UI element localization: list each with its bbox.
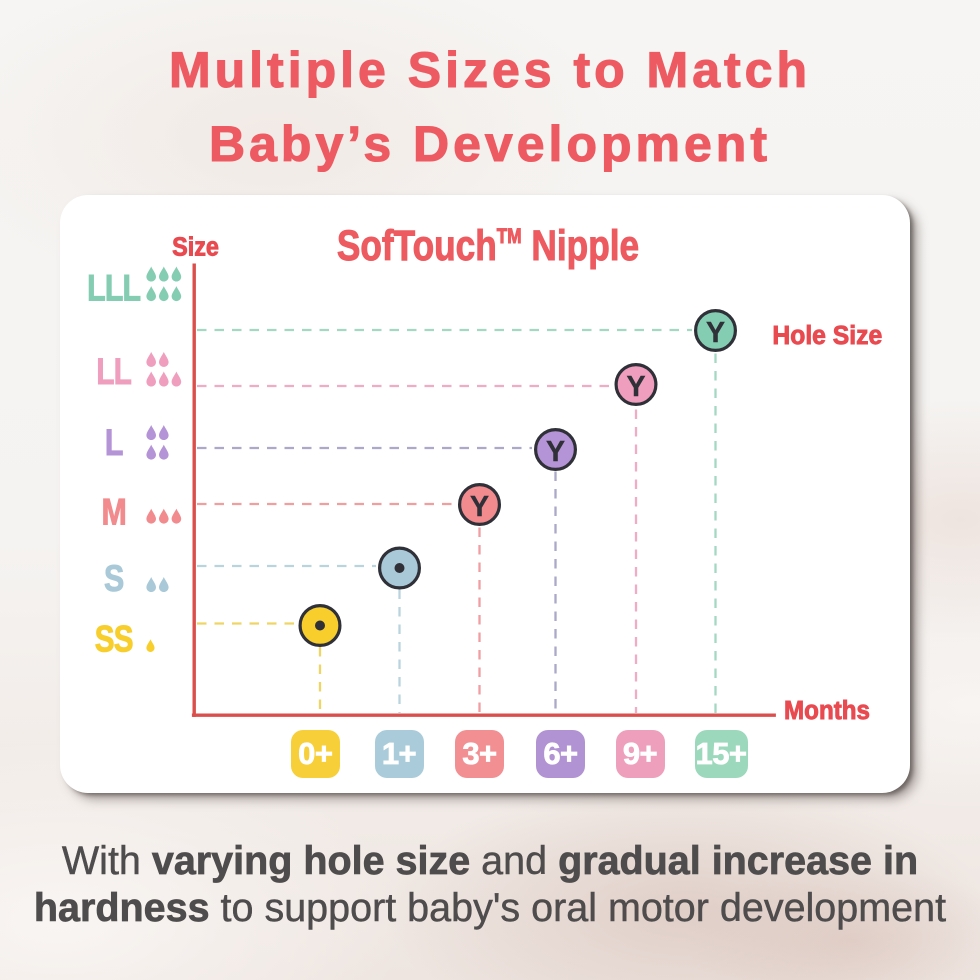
svg-text:Hole Size: Hole Size [772, 321, 882, 350]
svg-text:Y: Y [706, 317, 725, 349]
svg-text:Y: Y [546, 436, 565, 468]
svg-text:Months: Months [784, 696, 870, 725]
svg-text:LLL: LLL [87, 268, 140, 310]
svg-text:Y: Y [626, 371, 645, 403]
svg-text:LL: LL [96, 352, 131, 393]
svg-text:Size: Size [172, 234, 219, 262]
svg-text:M: M [101, 492, 125, 534]
svg-text:S: S [104, 558, 124, 600]
svg-text:SofTouchTM Nipple: SofTouchTM Nipple [337, 222, 639, 270]
svg-text:SS: SS [95, 619, 133, 660]
svg-text:L: L [105, 422, 123, 464]
svg-text:Y: Y [470, 491, 489, 523]
